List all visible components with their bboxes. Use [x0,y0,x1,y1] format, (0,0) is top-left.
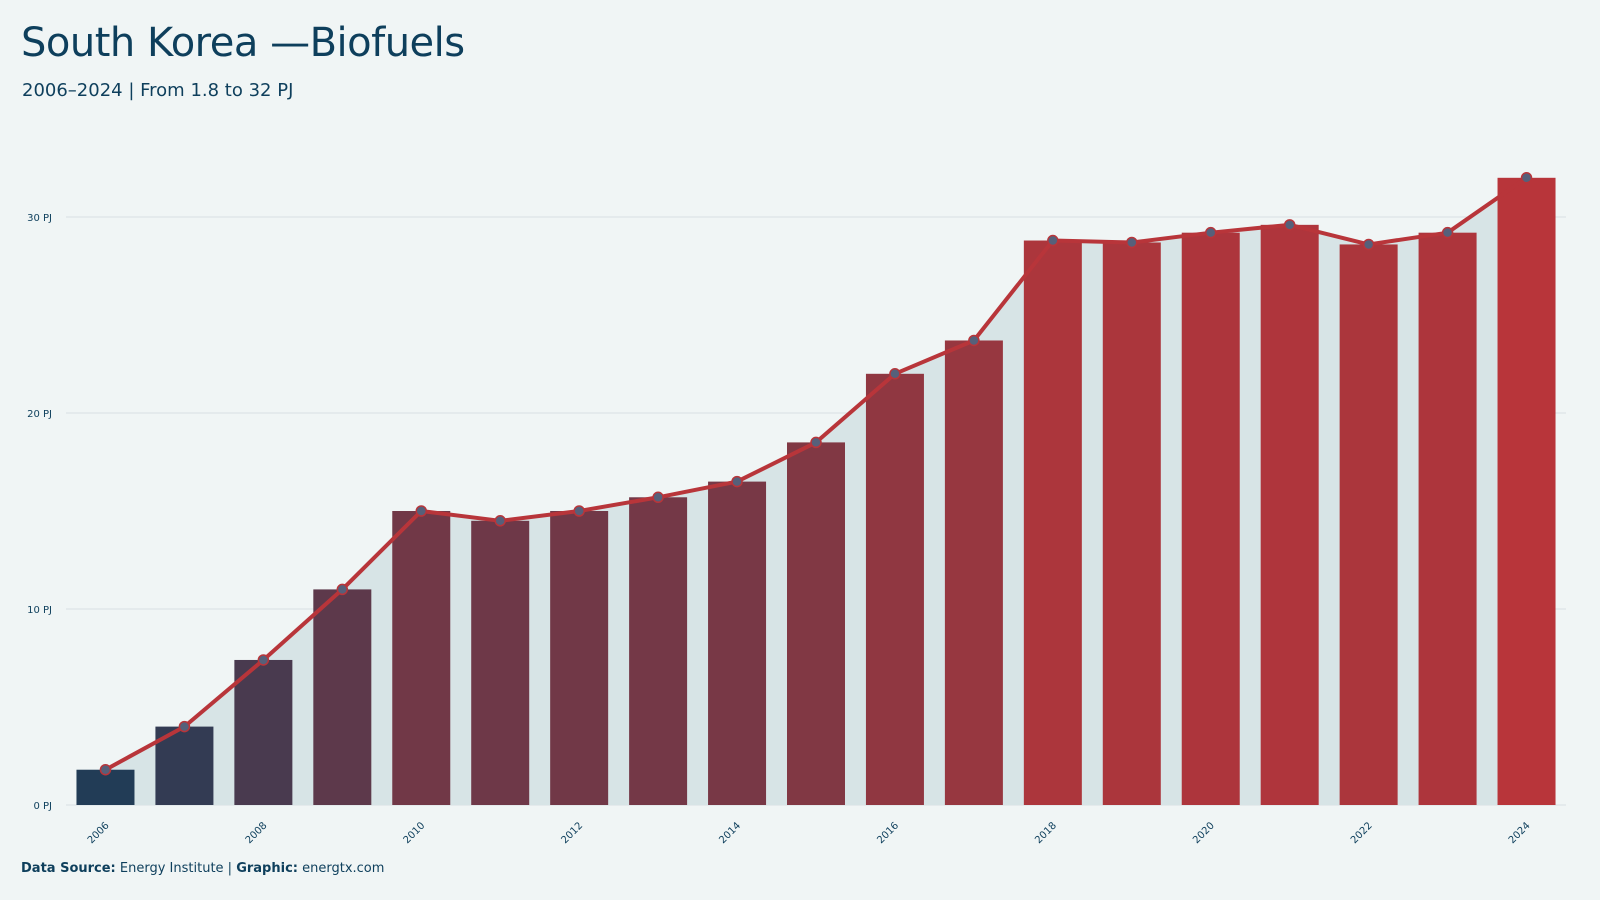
bar-2006 [76,769,135,805]
bar-2021 [1260,224,1319,806]
marker-2014 [731,475,743,488]
x-tick-label: 2024 [1507,820,1533,846]
marker-2018 [1047,234,1059,247]
x-tick-label: 2018 [1033,820,1059,846]
marker-2008 [257,654,270,666]
marker-2006 [99,763,112,776]
x-tick-label: 2008 [244,820,270,846]
marker-2023 [1441,226,1454,239]
bar-2022 [1339,244,1398,805]
bar-2020 [1181,232,1240,805]
marker-2007 [178,720,191,733]
chart-subtitle: 2006–2024 | From 1.8 to 32 PJ [22,80,294,101]
bar-2017 [944,340,1003,805]
marker-2024 [1520,172,1533,184]
bar-2019 [1102,242,1161,806]
source-value: Energy Institute | [119,861,233,876]
marker-2011 [494,515,506,527]
x-tick-label: 2016 [875,820,901,846]
y-axis-ticks: 0 PJ 10 PJ 20 PJ 30 PJ [27,213,52,812]
marker-2013 [652,491,664,504]
source-label: Data Source: [21,861,116,876]
markers [99,172,1533,776]
marker-2012 [573,505,585,517]
marker-2017 [968,334,980,347]
bar-2014 [708,481,767,805]
bar-2012 [550,511,609,805]
chart-title: South Korea —Biofuels [21,20,465,66]
bar-2009 [313,589,372,805]
bar-2023 [1418,232,1477,805]
bars [76,177,1556,806]
y-tick-label: 10 PJ [27,605,52,616]
bar-2007 [155,726,214,805]
marker-2015 [810,436,822,449]
marker-2020 [1204,226,1217,239]
marker-2022 [1362,238,1375,251]
bar-2013 [629,497,688,805]
y-tick-label: 20 PJ [27,409,52,420]
bar-2011 [471,520,530,805]
marker-2021 [1283,219,1296,231]
marker-2010 [415,505,428,517]
y-tick-label: 30 PJ [27,213,52,224]
x-tick-label: 2014 [717,820,743,846]
x-tick-label: 2010 [402,820,428,846]
bar-2015 [787,442,845,805]
bar-2018 [1023,240,1082,805]
x-axis-ticks: 2006 2008 2010 2012 2014 2016 2018 2020 2022 2024 [86,820,1533,846]
marker-2016 [889,368,901,380]
bar-2008 [234,659,293,805]
bar-2010 [392,511,451,805]
marker-2019 [1126,236,1138,249]
x-tick-label: 2022 [1349,820,1375,846]
x-tick-label: 2012 [560,820,586,846]
x-tick-label: 2006 [86,820,112,846]
marker-2009 [336,583,349,596]
x-tick-label: 2020 [1191,820,1217,846]
y-tick-label: 0 PJ [33,801,52,812]
bar-2016 [865,373,924,805]
graphic-label: Graphic: [236,861,298,876]
bar-2024 [1497,177,1556,806]
footer-credits: Data Source: Energy Institute | Graphic:… [21,861,384,876]
graphic-value: energtx.com [302,861,385,876]
